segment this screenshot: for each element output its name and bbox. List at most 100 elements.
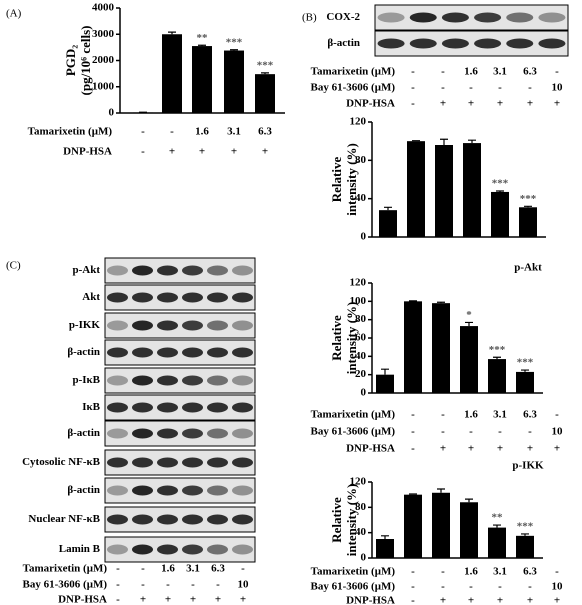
blot-band (107, 485, 128, 496)
treatment-label: Bay 61-3606 (μM) (311, 82, 396, 94)
bar (460, 326, 478, 393)
panel-label: (A) (6, 8, 22, 20)
blot-band (207, 428, 228, 439)
treatment-value: - (216, 579, 220, 591)
treatment-value: + (554, 98, 560, 110)
blot-band (207, 457, 228, 468)
treatment-value: 6.3 (523, 409, 537, 421)
treatment-value: 1.6 (464, 66, 478, 78)
treatment-value: - (191, 579, 195, 591)
blot-band (207, 514, 228, 525)
blot-band (157, 402, 178, 413)
treatment-value: - (411, 566, 415, 578)
blot-frame (104, 284, 256, 311)
treatment-value: - (528, 82, 532, 94)
blot-band (232, 402, 253, 413)
significance-label: *** (226, 36, 243, 48)
error-bar (465, 321, 473, 327)
blot-frame (374, 30, 569, 57)
treatment-value: - (411, 426, 415, 438)
y-tick-label: 40 (355, 526, 367, 538)
blot-band (132, 485, 153, 496)
blot-band (232, 544, 253, 555)
treatment-value: - (469, 581, 473, 593)
bar (432, 492, 450, 558)
error-bar (168, 31, 176, 35)
bar (407, 141, 425, 237)
blot-band (377, 38, 405, 49)
blot-band (441, 38, 469, 49)
blot-band (182, 347, 203, 358)
treatment-value: 1.6 (195, 126, 209, 138)
blot-band (132, 544, 153, 555)
blot-band (232, 320, 253, 331)
blot-band (132, 347, 153, 358)
blot-band (182, 485, 203, 496)
blot-frame (104, 367, 256, 394)
blot-label: p-IKK (69, 319, 101, 331)
treatment-value: + (468, 443, 474, 455)
y-tick-label: 4000 (92, 2, 115, 14)
y-tick-label: 80 (355, 501, 367, 513)
treatment-value: 1.6 (161, 563, 175, 575)
treatment-value: - (555, 566, 559, 578)
blot-band (538, 38, 566, 49)
blot-band (232, 514, 253, 525)
error-bar (381, 535, 389, 539)
blot-band (157, 485, 178, 496)
bar (463, 143, 481, 237)
treatment-value: - (555, 409, 559, 421)
significance-label: *** (489, 344, 506, 356)
significance-label: *** (492, 178, 509, 190)
blot-band (107, 402, 128, 413)
y-axis-label: Relative (329, 157, 344, 203)
blot-band (107, 375, 128, 386)
error-bar (465, 498, 473, 503)
treatment-value: 1.6 (464, 409, 478, 421)
bar (488, 359, 506, 393)
significance-label: ** (492, 512, 504, 524)
treatment-value: + (554, 595, 560, 605)
blot-frame (104, 257, 256, 284)
blot-band (207, 544, 228, 555)
treatment-value: - (141, 579, 145, 591)
blot-band (182, 544, 203, 555)
bar (162, 34, 182, 113)
treatment-value: - (116, 579, 120, 591)
blot-label: Akt (82, 291, 100, 303)
chart-title: p-IKK (512, 460, 544, 472)
treatment-value: - (411, 581, 415, 593)
y-tick-label: 0 (361, 387, 367, 399)
bar (192, 46, 212, 113)
treatment-label: Tamarixetin (μM) (311, 566, 396, 578)
blot-band (157, 292, 178, 303)
treatment-label: Tamarixetin (μM) (23, 563, 108, 575)
significance-label: *** (517, 520, 534, 532)
blot-frame (104, 394, 256, 421)
blot-band (157, 514, 178, 525)
blot-band (377, 12, 405, 23)
treatment-value: + (262, 146, 268, 158)
bar (404, 301, 422, 393)
significance-label: * (466, 309, 472, 321)
treatment-label: DNP-HSA (63, 146, 112, 158)
treatment-value: 10 (552, 581, 564, 593)
error-bar (521, 369, 529, 372)
treatment-value: 3.1 (493, 66, 507, 78)
blot-label: p-IκB (72, 374, 100, 386)
treatment-label: Tamarixetin (μM) (311, 66, 396, 78)
y-tick-label: 120 (350, 277, 367, 289)
treatment-value: + (468, 98, 474, 110)
blot-band (107, 265, 128, 276)
treatment-value: - (411, 595, 415, 605)
treatment-value: 1.6 (464, 566, 478, 578)
panel-label: (C) (6, 260, 21, 272)
blot-band (132, 457, 153, 468)
treatment-value: - (528, 581, 532, 593)
blot-band (107, 544, 128, 555)
blot-band (107, 320, 128, 331)
treatment-value: - (411, 443, 415, 455)
treatment-value: + (165, 594, 171, 605)
error-bar (440, 138, 448, 145)
blot-band (157, 544, 178, 555)
